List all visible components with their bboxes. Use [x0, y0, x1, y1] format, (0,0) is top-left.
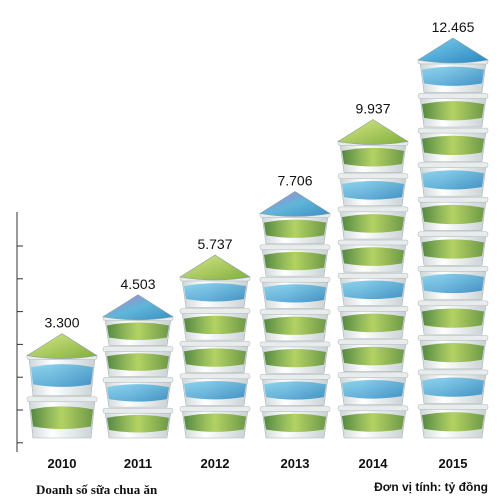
yogurt-cup	[26, 396, 98, 439]
yogurt-cup	[337, 306, 409, 339]
yogurt-cup	[337, 206, 409, 240]
bar-2014	[337, 119, 409, 439]
yogurt-cup	[102, 377, 174, 408]
value-label: 3.300	[44, 315, 79, 331]
yogurt-cup	[417, 266, 489, 301]
yogurt-cup	[417, 369, 489, 404]
chart-caption: Doanh số sữa chua ăn	[36, 482, 158, 497]
bar-2012	[179, 254, 251, 439]
value-label: 12.465	[432, 19, 475, 35]
bar-2011	[102, 294, 174, 439]
yogurt-cup	[337, 339, 409, 372]
yogurt-cup	[26, 354, 98, 397]
yogurt-cup	[417, 231, 489, 266]
yogurt-cup	[337, 239, 409, 273]
yogurt-cup	[417, 300, 489, 335]
cup-lid	[337, 119, 409, 145]
yogurt-cup	[179, 275, 251, 308]
yogurt-cup	[259, 406, 331, 439]
yogurt-cup	[179, 340, 251, 374]
cup-lid	[417, 37, 489, 64]
cup-lid	[179, 254, 251, 281]
yogurt-cup	[337, 372, 409, 406]
cup-lid	[26, 333, 98, 359]
y-axis-ticks	[17, 245, 23, 444]
yogurt-cup	[417, 404, 489, 439]
category-label: 2014	[359, 456, 389, 471]
yogurt-cup	[417, 127, 489, 162]
yogurt-cup	[179, 308, 251, 341]
yogurt-cup	[417, 196, 489, 232]
value-label: 7.706	[277, 172, 312, 188]
yogurt-cup	[259, 212, 331, 245]
bar-2010	[26, 333, 98, 439]
yogurt-cup	[337, 140, 409, 173]
yogurt-cup	[102, 346, 174, 377]
value-labels-group: 3.300 4.503 5.737 7.706 9.937 12.465	[44, 19, 474, 331]
yogurt-cup	[337, 173, 409, 207]
value-label: 9.937	[355, 101, 390, 117]
bars-group	[26, 37, 489, 439]
yogurt-cup	[337, 405, 409, 439]
yogurt-cup	[417, 162, 489, 197]
yogurt-cup	[102, 407, 174, 439]
yogurt-cup	[417, 335, 489, 370]
category-label: 2011	[124, 456, 152, 471]
yogurt-cup	[102, 315, 174, 346]
yogurt-cup	[417, 58, 489, 93]
yogurt-cup	[259, 309, 331, 342]
yogurt-cup	[259, 374, 331, 406]
bar-2015	[417, 37, 489, 439]
yogurt-cup	[417, 93, 489, 128]
value-label: 5.737	[197, 236, 232, 252]
category-labels-group: 2010 2011 2012 2013 2014 2015	[48, 456, 468, 471]
yogurt-cup	[259, 276, 331, 309]
yogurt-cup	[259, 244, 331, 277]
value-label: 4.503	[120, 276, 155, 292]
cup-lid	[259, 191, 331, 217]
yogurt-cup	[179, 406, 251, 439]
category-label: 2013	[281, 456, 310, 471]
category-label: 2012	[201, 456, 230, 471]
bar-2013	[259, 191, 331, 439]
category-label: 2015	[439, 456, 468, 471]
yogurt-cup	[259, 341, 331, 374]
cup-lid	[102, 294, 174, 321]
yogurt-cup	[179, 373, 251, 406]
category-label: 2010	[48, 456, 77, 471]
yogurt-cup	[337, 272, 409, 306]
unit-caption: Đơn vị tính: tỷ đồng	[374, 480, 488, 494]
